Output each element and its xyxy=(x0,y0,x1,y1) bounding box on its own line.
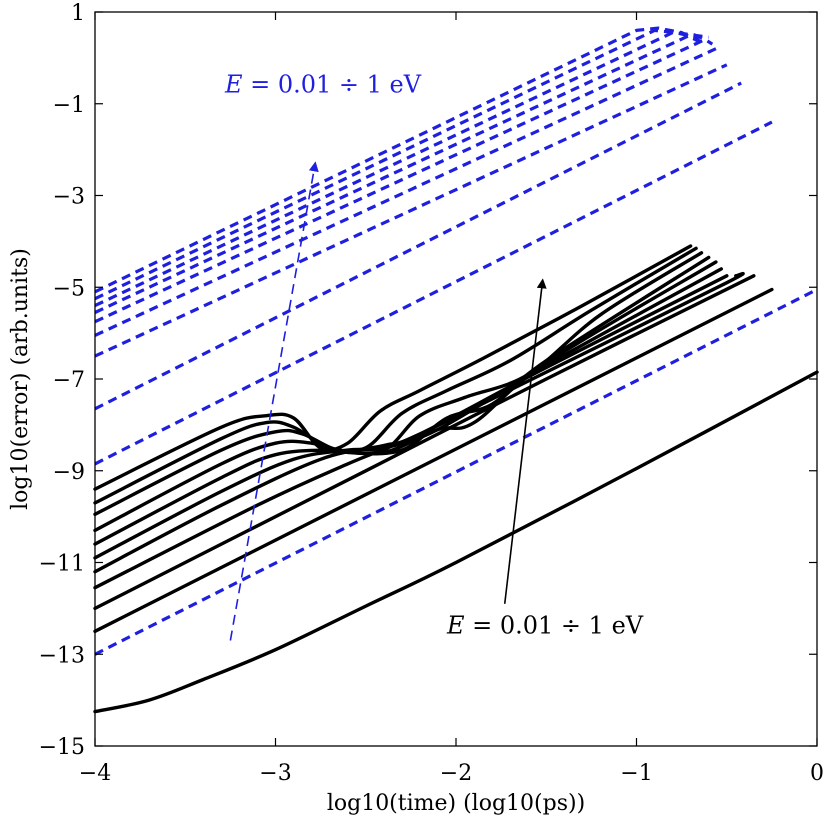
y-tick-label: −7 xyxy=(53,368,85,393)
series-solid-bottom xyxy=(93,370,819,714)
annotation-blue: E = 0.01 ÷ 1 eV xyxy=(224,70,422,98)
y-tick-label: −11 xyxy=(39,552,85,577)
arrow-blue xyxy=(229,161,319,641)
series-solid-4 xyxy=(93,274,729,574)
y-tick-label: 1 xyxy=(71,1,85,26)
series-solid-9 xyxy=(93,246,698,505)
series-solid-3 xyxy=(93,271,745,590)
series-solid-10 xyxy=(93,244,693,491)
y-tick-label: −5 xyxy=(53,276,85,301)
arrow-black xyxy=(503,278,547,604)
series-dashed-3 xyxy=(94,81,742,411)
y-tick-label: −3 xyxy=(53,185,85,210)
y-tick-label: −1 xyxy=(53,93,85,118)
series-solid-2 xyxy=(93,274,756,611)
series-dashed-5 xyxy=(94,47,717,337)
axes: −4 −3 −2 −1 0−15−13−11−9−7−5−3−11log10(time)… xyxy=(8,1,824,816)
series-solid-7 xyxy=(93,255,711,533)
series-dashed-10 xyxy=(94,26,701,294)
annotation-blue-var: E xyxy=(224,70,243,98)
y-axis-label: log10(error) (arb.units) xyxy=(8,248,33,510)
x-tick-label: −3 xyxy=(259,761,291,786)
series-solid-6 xyxy=(93,260,718,546)
x-tick-label: −4 xyxy=(79,761,111,786)
series-dashed-6 xyxy=(94,37,714,324)
x-tick-label: −2 xyxy=(440,761,472,786)
series-solid-1 xyxy=(93,287,774,633)
plot-area xyxy=(93,26,819,714)
y-tick-label: −15 xyxy=(39,735,85,760)
x-axis-label: log10(time) (log10(ps)) xyxy=(327,791,585,816)
series-solid-8 xyxy=(93,251,704,516)
series-dashed-4 xyxy=(94,63,728,358)
series-dashed-2 xyxy=(94,120,773,466)
annotation-black-var: E xyxy=(446,612,465,640)
y-tick-label: −9 xyxy=(53,460,85,485)
annotation-black: E = 0.01 ÷ 1 eV xyxy=(446,612,644,640)
x-tick-label: 0 xyxy=(810,761,824,786)
series-solid-5 xyxy=(93,267,723,560)
x-tick-label: −1 xyxy=(620,761,652,786)
annotation-blue-rest: = 0.01 ÷ 1 eV xyxy=(242,70,421,98)
annotations: E = 0.01 ÷ 1 eV E = 0.01 ÷ 1 eV xyxy=(224,70,644,639)
y-tick-label: −13 xyxy=(39,643,85,668)
annotation-black-rest: = 0.01 ÷ 1 eV xyxy=(465,612,644,640)
